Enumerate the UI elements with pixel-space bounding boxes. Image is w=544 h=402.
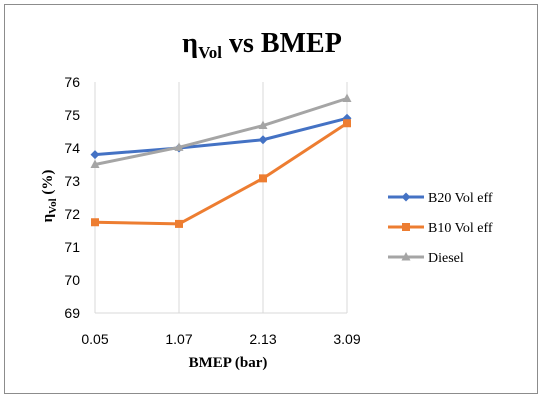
series-layer xyxy=(90,93,352,228)
x-tick-labels: 0.05 1.07 2.13 3.09 xyxy=(81,331,360,347)
series-2 xyxy=(91,119,351,228)
chart-frame xyxy=(4,4,538,394)
chart-title-eta: η xyxy=(182,28,198,59)
chart-title-subscript: Vol xyxy=(198,43,222,62)
series-3 xyxy=(90,93,352,168)
y-tick-label: 71 xyxy=(64,239,80,255)
x-tick-label: 3.09 xyxy=(333,331,360,347)
y-tick-label: 76 xyxy=(64,74,80,90)
grid-lines xyxy=(94,82,348,314)
y-tick-label: 74 xyxy=(64,140,80,156)
legend-entry: Diesel xyxy=(388,251,464,266)
y-axis-label-rest: (%) xyxy=(40,170,56,199)
series-line xyxy=(94,116,348,157)
data-point-diamond xyxy=(401,192,411,202)
legend-label: B20 Vol eff xyxy=(428,191,493,206)
data-point-triangle xyxy=(342,93,352,102)
y-tick-label: 72 xyxy=(64,206,80,222)
x-tick-label: 2.13 xyxy=(249,331,276,347)
data-point-triangle xyxy=(258,120,268,130)
y-tick-label: 75 xyxy=(64,107,80,123)
y-axis-label: ηVol (%) xyxy=(40,170,59,223)
legend: B20 Vol eff B10 Vol eff Diesel xyxy=(388,191,493,266)
chart-title: ηVol vs BMEP xyxy=(182,28,342,62)
data-point-square xyxy=(343,119,351,128)
legend-label: B10 Vol eff xyxy=(428,221,493,236)
data-point-triangle xyxy=(90,159,100,168)
data-point-square xyxy=(175,219,183,228)
series-line xyxy=(94,97,348,166)
y-tick-labels: 69 70 71 72 73 74 75 76 xyxy=(64,74,80,321)
legend-label: Diesel xyxy=(428,251,464,266)
legend-entry: B20 Vol eff xyxy=(388,191,493,206)
data-point-diamond xyxy=(258,135,268,145)
legend-entry: B10 Vol eff xyxy=(388,221,493,236)
y-tick-label: 73 xyxy=(64,173,80,189)
chart-title-rest: vs BMEP xyxy=(222,28,342,59)
x-tick-label: 0.05 xyxy=(81,331,108,347)
y-axis-label-eta: η xyxy=(40,214,56,223)
data-point-triangle xyxy=(174,142,184,151)
x-tick-label: 1.07 xyxy=(165,331,192,347)
y-axis-label-subscript: Vol xyxy=(47,198,59,214)
data-point-square xyxy=(402,223,410,231)
series-line xyxy=(94,121,348,226)
x-axis-label: BMEP (bar) xyxy=(189,355,268,371)
data-point-square xyxy=(259,174,267,183)
data-point-triangle xyxy=(401,252,411,261)
data-point-square xyxy=(91,218,99,227)
data-point-diamond xyxy=(90,150,100,160)
y-tick-label: 69 xyxy=(64,305,80,321)
y-tick-label: 70 xyxy=(64,272,80,288)
